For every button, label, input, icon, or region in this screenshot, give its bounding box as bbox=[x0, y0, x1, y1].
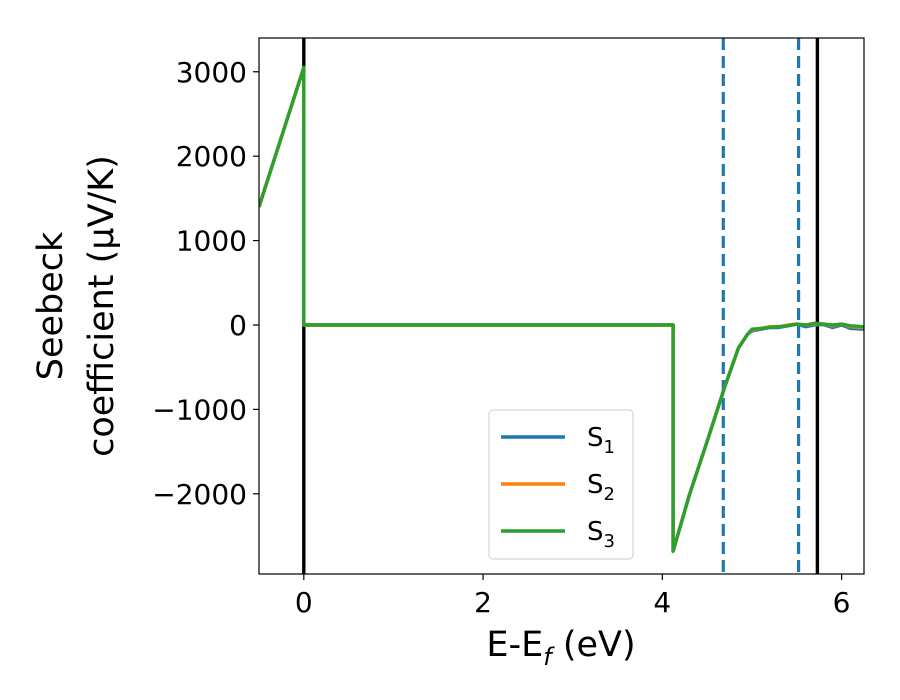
y-axis-ticks: −2000 −1000 0 1000 2000 3000 bbox=[152, 56, 259, 511]
y-tick-label: 1000 bbox=[176, 225, 247, 258]
legend-label-S2: S2 bbox=[587, 470, 615, 505]
x-tick-label: 0 bbox=[295, 586, 313, 619]
legend-label-S3: S3 bbox=[587, 517, 615, 552]
series-line-S3 bbox=[259, 65, 864, 553]
y-axis-label-line1: Seebeck bbox=[31, 231, 71, 380]
x-tick-label: 6 bbox=[833, 586, 851, 619]
y-tick-label: 3000 bbox=[176, 56, 247, 89]
legend-label-S1: S1 bbox=[587, 423, 615, 458]
y-tick-label: 2000 bbox=[176, 140, 247, 173]
y-tick-label: −1000 bbox=[152, 393, 247, 426]
x-tick-label: 2 bbox=[474, 586, 492, 619]
plot-frame bbox=[258, 37, 865, 575]
y-axis-label: Seebeck coefficient (μV/K) bbox=[31, 155, 122, 457]
y-tick-label: 0 bbox=[229, 309, 247, 342]
legend: S1 S2 S3 bbox=[488, 409, 634, 560]
data-series bbox=[259, 65, 864, 553]
x-axis-label-unit: (eV) bbox=[552, 625, 636, 665]
x-axis-label-main: E-E bbox=[486, 625, 543, 665]
y-tick-label: −2000 bbox=[152, 478, 247, 511]
y-axis-label-line2: coefficient (μV/K) bbox=[82, 155, 122, 457]
x-axis-label: E-Ef (eV) bbox=[486, 625, 635, 671]
x-axis-ticks: 0 2 4 6 bbox=[295, 574, 851, 619]
x-tick-label: 4 bbox=[653, 586, 671, 619]
